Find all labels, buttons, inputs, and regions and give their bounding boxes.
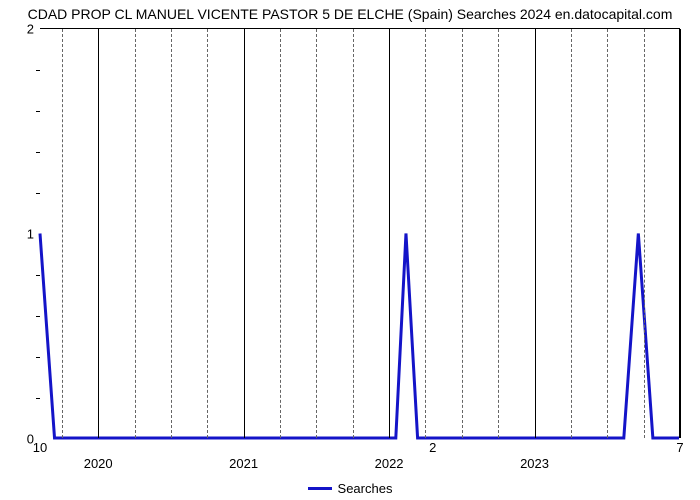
gridline-minor: [316, 29, 317, 438]
y-minor-tick: [36, 275, 40, 276]
series-line: [40, 234, 679, 439]
gridline-minor: [171, 29, 172, 438]
gridline-minor: [571, 29, 572, 438]
gridline-minor: [607, 29, 608, 438]
x-tick-label: 2021: [229, 438, 258, 471]
y-minor-tick: [36, 111, 40, 112]
gridline-minor: [135, 29, 136, 438]
gridline-minor: [207, 29, 208, 438]
gridline-minor: [644, 29, 645, 438]
gridline-minor: [62, 29, 63, 438]
y-minor-tick: [36, 398, 40, 399]
gridline-major: [680, 29, 681, 438]
legend-label: Searches: [338, 481, 393, 496]
gridline-major: [535, 29, 536, 438]
x-tick-label: 2020: [84, 438, 113, 471]
gridline-minor: [280, 29, 281, 438]
y-minor-tick: [36, 70, 40, 71]
gridline-minor: [498, 29, 499, 438]
gridline-minor: [425, 29, 426, 438]
chart-plot-area: 01220202021202220231027: [40, 28, 680, 438]
point-label: 2: [429, 438, 436, 455]
gridline-minor: [462, 29, 463, 438]
x-tick-label: 2022: [375, 438, 404, 471]
y-tick-label: 1: [27, 227, 40, 242]
y-minor-tick: [36, 152, 40, 153]
gridline-major: [244, 29, 245, 438]
legend: Searches: [0, 481, 700, 496]
point-label: 10: [33, 438, 47, 455]
x-tick-label: 2023: [520, 438, 549, 471]
y-minor-tick: [36, 316, 40, 317]
gridline-major: [98, 29, 99, 438]
point-label: 7: [676, 438, 683, 455]
gridline-major: [389, 29, 390, 438]
gridline-minor: [353, 29, 354, 438]
chart-title: CDAD PROP CL MANUEL VICENTE PASTOR 5 DE …: [0, 0, 700, 22]
searches-line: [40, 29, 679, 438]
y-minor-tick: [36, 193, 40, 194]
y-minor-tick: [36, 357, 40, 358]
y-tick-label: 2: [27, 22, 40, 37]
plot-box: 01220202021202220231027: [40, 28, 680, 438]
legend-swatch: [308, 487, 332, 490]
